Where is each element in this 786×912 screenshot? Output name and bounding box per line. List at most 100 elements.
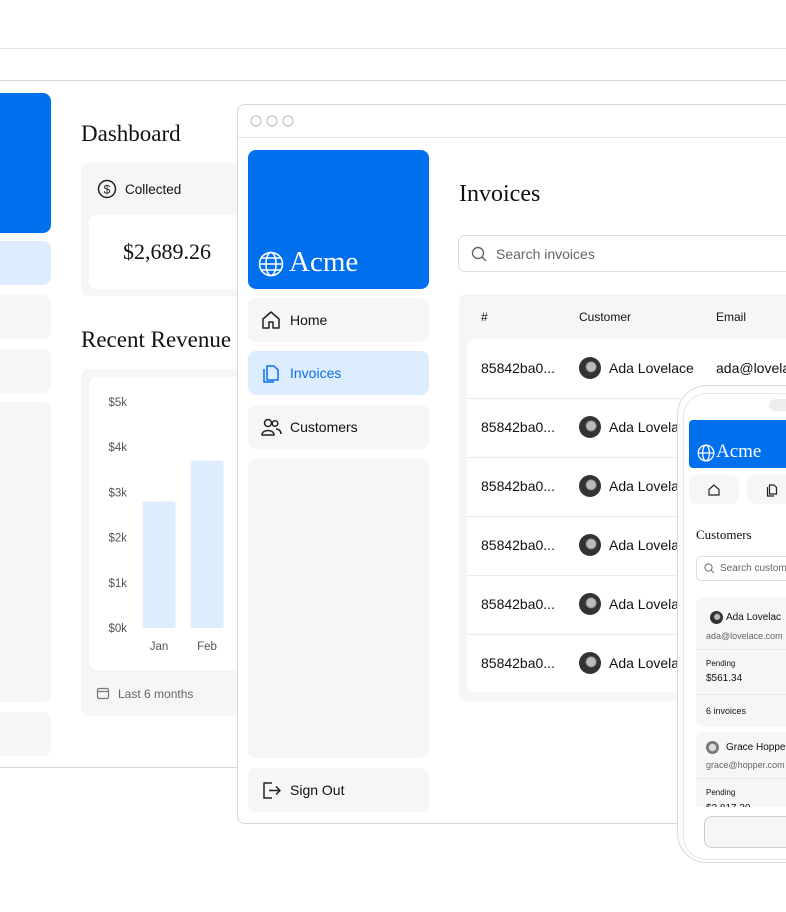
table-header: Email	[716, 310, 747, 324]
phone-screen: Acme Customers Search custom Ada Lovelac…	[683, 393, 786, 860]
y-tick-label: $5k	[108, 397, 127, 409]
avatar	[579, 534, 601, 556]
nav-item	[0, 349, 51, 393]
y-tick-label: $0k	[108, 623, 127, 635]
page-title: Dashboard	[81, 121, 181, 146]
avatar	[579, 357, 601, 379]
nav-button[interactable]	[689, 475, 739, 504]
table-row: 85842ba0... Ada Lovelace ada@lovela	[467, 339, 786, 399]
customer-name: Ada Lovelace	[609, 537, 694, 553]
globe-icon	[258, 251, 284, 277]
title-bar	[238, 105, 786, 138]
chart-body: $0k $1k $2k $3k $4k $5k Jan Feb	[89, 377, 261, 670]
notch	[769, 399, 786, 411]
search-placeholder: Search custom	[720, 563, 786, 574]
y-tick-label: $2k	[108, 533, 127, 545]
invoice-id: 85842ba0...	[481, 419, 555, 435]
customer-card: Ada Lovelac ada@lovelace.com Pending $56…	[696, 597, 786, 727]
nav-item[interactable]: Home	[248, 298, 429, 342]
customer-email: ada@lovelace.com	[706, 631, 783, 641]
documents-icon	[766, 484, 778, 497]
sign-out-button[interactable]: Sign Out	[248, 768, 429, 812]
nav-filler	[0, 402, 51, 702]
customer-name: Ada Lovelac	[726, 612, 782, 623]
nav-item	[0, 241, 51, 285]
y-tick-label: $1k	[108, 578, 127, 590]
customer-email: grace@hopper.com	[706, 760, 785, 770]
invoice-id: 85842ba0...	[481, 537, 555, 553]
frame-line	[0, 48, 786, 49]
avatar	[579, 416, 601, 438]
chart-footer: Last 6 months	[118, 687, 194, 701]
invoice-id: 85842ba0...	[481, 360, 555, 376]
search-box[interactable]: Search custom	[696, 556, 786, 581]
nav-label: Home	[290, 312, 328, 328]
brand-block: Acme	[248, 150, 429, 289]
avatar	[706, 741, 719, 754]
invoice-count: 6 invoices	[706, 706, 747, 716]
globe-icon	[697, 444, 715, 462]
divider	[696, 694, 786, 695]
search-icon	[704, 563, 715, 574]
table-header: #	[481, 310, 488, 324]
chart: $0k $1k $2k $3k $4k $5k Jan Feb	[108, 397, 224, 653]
nav-filler	[248, 459, 429, 758]
customer-name: Ada Lovelace	[609, 478, 694, 494]
customer-name: Ada Lovelace	[609, 419, 694, 435]
card-body: $2,689.26	[89, 215, 261, 289]
bottom-bar	[704, 816, 786, 848]
y-tick-label: $4k	[108, 442, 127, 454]
invoice-id: 85842ba0...	[481, 655, 555, 671]
search-icon	[471, 246, 487, 262]
brand-block: Acme	[689, 420, 786, 468]
nav-item	[0, 712, 51, 756]
avatar	[579, 652, 601, 674]
page-title: Invoices	[459, 181, 541, 207]
customer-email: ada@lovela	[716, 360, 786, 376]
card-label: Collected	[125, 182, 182, 197]
nav-item[interactable]: Customers	[248, 405, 429, 449]
customer-name: Ada Lovelace	[609, 655, 694, 671]
avatar	[579, 593, 601, 615]
nav-label: Invoices	[290, 365, 342, 381]
brand-name: Acme	[716, 441, 762, 462]
documents-icon	[263, 365, 279, 383]
card: $ Collected $2,689.26	[81, 163, 261, 296]
brand-block	[0, 93, 51, 233]
home-icon	[262, 311, 280, 329]
nav-label: Customers	[290, 419, 358, 435]
card-value: $2,689.26	[123, 239, 211, 264]
status-label: Pending	[706, 788, 736, 797]
divider	[696, 778, 786, 779]
nav-label: Sign Out	[290, 782, 345, 798]
dollar-icon: $	[97, 179, 117, 199]
divider	[696, 649, 786, 650]
svg-text:$: $	[104, 183, 111, 197]
bar	[190, 460, 224, 628]
avatar	[579, 475, 601, 497]
chart-card: $0k $1k $2k $3k $4k $5k Jan Feb Last 6 months	[81, 369, 261, 716]
section-title: Recent Revenue	[81, 327, 232, 352]
customer-name: Grace Hoppe	[726, 742, 786, 753]
invoice-id: 85842ba0...	[481, 478, 555, 494]
nav-item	[0, 295, 51, 339]
status-label: Pending	[706, 659, 736, 668]
customer-name: Ada Lovelace	[609, 596, 694, 612]
nav-item-active[interactable]: Invoices	[248, 351, 429, 395]
search-box[interactable]: Search invoices	[458, 235, 786, 272]
search-placeholder: Search invoices	[496, 246, 595, 262]
y-tick-label: $3k	[108, 487, 127, 499]
avatar	[710, 611, 723, 624]
users-icon	[261, 418, 282, 436]
nav-button[interactable]	[747, 475, 786, 504]
table-header: Customer	[579, 310, 632, 324]
amount: $561.34	[706, 673, 743, 684]
bar	[142, 501, 176, 628]
window-controls	[250, 115, 294, 127]
x-tick-label: Feb	[197, 641, 217, 653]
invoice-id: 85842ba0...	[481, 596, 555, 612]
x-tick-label: Jan	[150, 641, 169, 653]
page-title: Customers	[696, 527, 752, 542]
calendar-icon	[96, 687, 110, 700]
